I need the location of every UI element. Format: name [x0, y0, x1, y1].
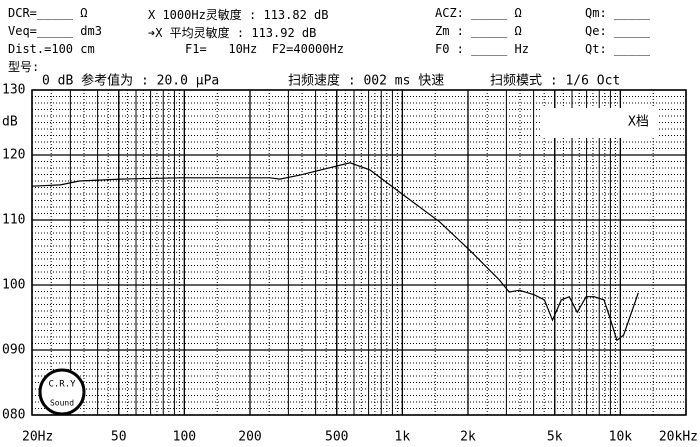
x-tick-label: 200 — [238, 430, 261, 445]
logo-ring — [38, 368, 86, 416]
header-field: Qt: _____ — [585, 42, 651, 56]
header-field: F1= 10Hz F2=40000Hz — [185, 42, 344, 56]
x-tick-label: 50 — [111, 430, 127, 445]
x-tick-label: 5k — [547, 430, 563, 445]
x-tick-label: 20Hz — [22, 430, 53, 445]
header-field: Veq=_____ dm3 — [8, 24, 102, 38]
logo-text: C.R.Y — [48, 380, 76, 390]
header-field: 型号: — [8, 60, 40, 74]
response-curve — [31, 162, 639, 342]
y-tick-label: 080 — [2, 408, 25, 423]
y-tick-label: 120 — [2, 148, 25, 163]
annotation: 扫频模式 : 1/6 Oct — [490, 74, 620, 89]
y-tick-label: 110 — [2, 213, 25, 228]
y-tick-label: 090 — [2, 343, 25, 358]
header-field: X 1000Hz灵敏度 : 113.82 dB — [148, 8, 329, 22]
annotation: 0 dB 参考值为 : 20.0 μPa — [42, 73, 219, 89]
header-field: F0 : _____ Hz — [435, 42, 529, 56]
y-axis-label: dB — [2, 115, 18, 130]
y-tick-label: 100 — [2, 278, 25, 293]
header-field: Qm: _____ — [585, 6, 651, 20]
x-tick-label: 500 — [325, 430, 348, 445]
x-tick-label: 1k — [395, 430, 411, 445]
plot-border — [31, 89, 687, 416]
x-tick-label: 10k — [609, 430, 633, 445]
header-field: Zm : _____ Ω — [435, 24, 522, 38]
annotation-bg — [33, 75, 685, 88]
header-field: Dist.=100 cm — [8, 42, 95, 56]
header-field: ➔X 平均灵敏度 : 113.92 dB — [148, 26, 317, 40]
header-field: ACZ: _____ Ω — [435, 6, 522, 20]
x-tick-label: 2k — [460, 430, 476, 445]
header-field: Qe: _____ — [585, 24, 651, 38]
logo-text: Sound — [50, 399, 74, 408]
range-label: X档 — [628, 115, 649, 130]
y-tick-label: 130 — [2, 83, 25, 98]
x-tick-label: 100 — [173, 430, 196, 445]
x-tick-label: 20kHz — [659, 430, 698, 445]
annotation: 扫频速度 : 002 ms 快速 — [288, 73, 444, 89]
range-box — [540, 108, 658, 138]
header-field: DCR=_____ Ω — [8, 6, 88, 20]
